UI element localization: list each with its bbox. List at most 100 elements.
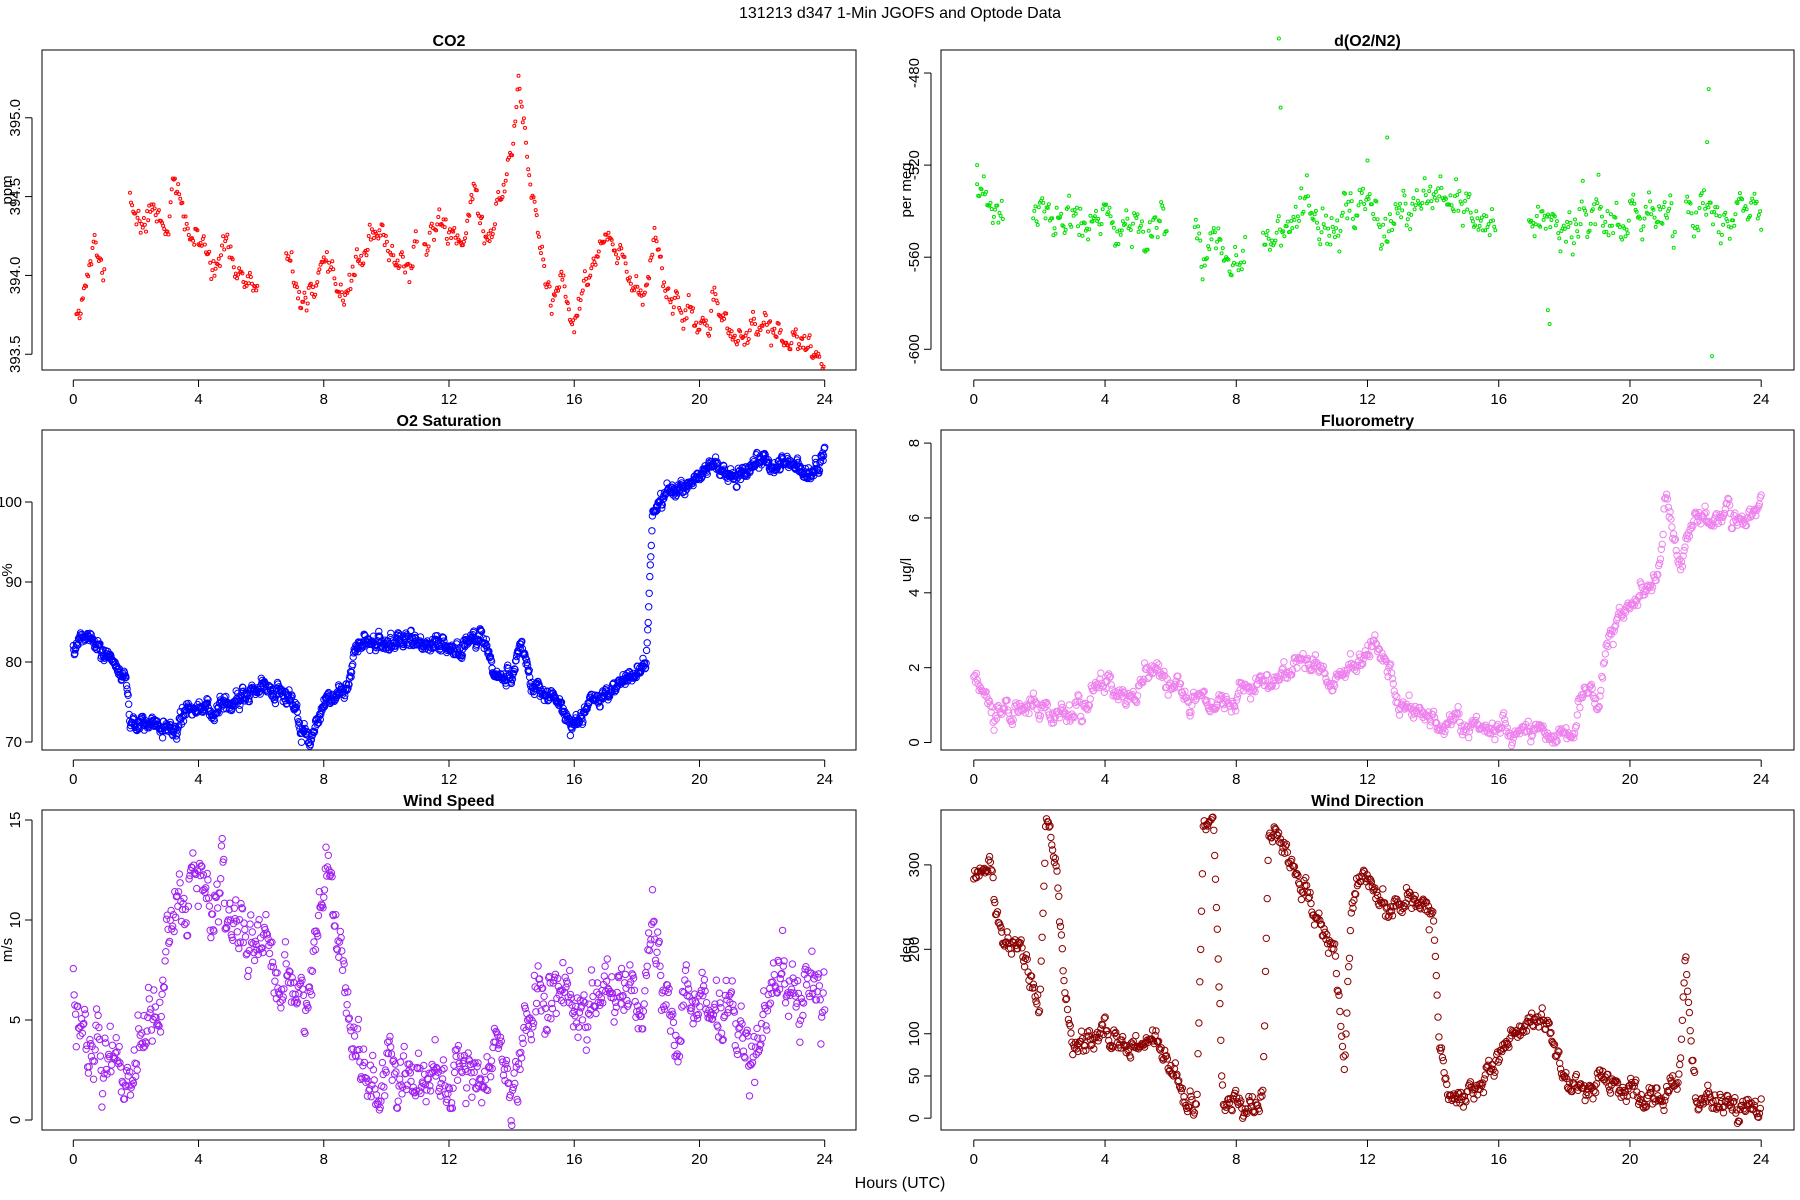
data-point (486, 231, 491, 236)
data-point (375, 627, 383, 636)
data-point (1201, 257, 1206, 262)
data-point (466, 1060, 475, 1069)
data-point (1128, 228, 1133, 232)
data-point (647, 553, 655, 561)
data-point (732, 475, 740, 484)
data-point (146, 218, 151, 223)
data-point (1573, 217, 1577, 222)
data-point (471, 1059, 479, 1067)
data-point (122, 673, 130, 682)
data-point (763, 1026, 771, 1034)
data-point (134, 1011, 142, 1019)
data-point (438, 1066, 446, 1074)
data-point (224, 916, 232, 924)
data-point (453, 638, 461, 646)
data-point (1507, 741, 1516, 750)
data-point (348, 287, 353, 291)
data-point (1632, 201, 1637, 206)
data-point (239, 683, 247, 692)
data-point (86, 1035, 94, 1044)
data-point (1294, 224, 1299, 229)
data-point (1421, 188, 1426, 193)
data-point (184, 902, 193, 910)
data-point (577, 306, 582, 311)
data-point (998, 213, 1003, 218)
data-point (293, 998, 302, 1007)
data-point (1117, 228, 1122, 233)
data-point (566, 307, 571, 312)
data-point (574, 1033, 582, 1042)
data-point (526, 167, 531, 172)
data-point (1459, 201, 1464, 206)
data-point (632, 288, 637, 293)
data-point (1205, 256, 1209, 261)
data-point (1405, 217, 1410, 222)
data-point (1721, 222, 1726, 227)
data-point (1536, 204, 1540, 209)
data-point (232, 896, 240, 904)
data-point (1308, 666, 1316, 674)
data-point (988, 200, 993, 205)
data-point (793, 454, 802, 462)
data-point (479, 634, 487, 642)
data-point (251, 288, 256, 293)
data-point (1265, 228, 1270, 233)
data-point (1383, 668, 1391, 676)
x-tick-label: 12 (441, 1151, 458, 1168)
data-point (778, 328, 783, 333)
data-point (382, 243, 387, 248)
data-point (1403, 201, 1408, 206)
data-point (1634, 209, 1639, 214)
data-point (758, 328, 763, 332)
data-point (1261, 230, 1266, 235)
data-point (1132, 1031, 1140, 1040)
data-point (1126, 1054, 1135, 1062)
data-point (1501, 719, 1510, 728)
data-point (341, 298, 345, 303)
data-point (166, 232, 171, 237)
data-point (1008, 720, 1016, 729)
data-point (193, 884, 201, 893)
data-point (1209, 237, 1214, 242)
data-point (1316, 226, 1321, 231)
data-point (1731, 509, 1739, 517)
data-point (657, 971, 665, 980)
data-point (1694, 512, 1702, 520)
data-point (199, 871, 208, 879)
data-point (614, 252, 618, 257)
y-tick-label: 395.0 (7, 99, 24, 137)
data-point (172, 892, 181, 901)
data-point (436, 215, 441, 219)
data-point (815, 982, 824, 990)
data-point (332, 276, 337, 281)
data-point (303, 295, 308, 300)
data-point (1393, 202, 1398, 207)
data-point (1465, 207, 1470, 212)
data-point (89, 262, 94, 267)
data-point (89, 1075, 98, 1083)
data-point (306, 740, 315, 749)
data-point (440, 1064, 448, 1073)
data-point (1275, 676, 1284, 684)
data-point (1490, 207, 1494, 212)
data-point (1735, 201, 1740, 206)
data-point (289, 250, 294, 255)
data-point (1007, 717, 1016, 725)
data-point (1358, 199, 1363, 204)
data-point (1684, 529, 1693, 537)
data-point (1281, 229, 1286, 234)
x-tick-label: 24 (1753, 391, 1770, 408)
data-point (989, 873, 997, 882)
data-point (136, 1031, 144, 1039)
data-point (1619, 610, 1627, 619)
data-point (1272, 682, 1280, 690)
data-point (1198, 688, 1207, 697)
data-point (1074, 691, 1082, 699)
data-point (1752, 511, 1760, 520)
data-point (377, 228, 382, 233)
data-point (544, 285, 549, 290)
data-point (1672, 546, 1680, 555)
data-point (1111, 225, 1116, 230)
data-point (1570, 252, 1575, 257)
data-point (1527, 738, 1535, 746)
